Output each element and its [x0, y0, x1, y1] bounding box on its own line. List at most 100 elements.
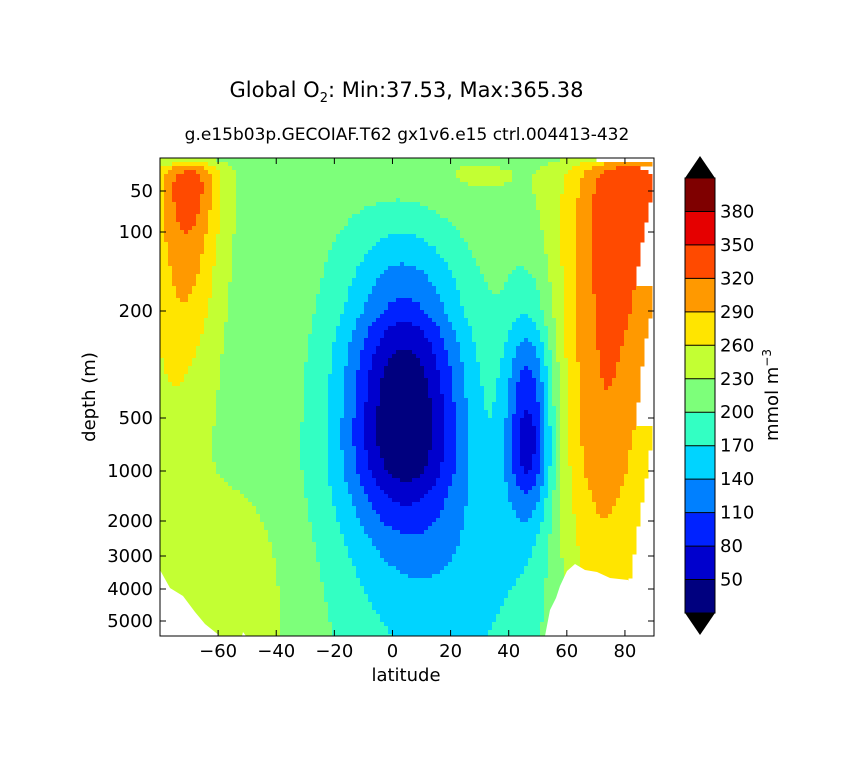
contour-cell [456, 334, 473, 339]
contour-cell [552, 506, 561, 511]
contour-cell [512, 462, 521, 467]
contour-cell [444, 302, 461, 307]
y-tick-label: 4000 [107, 579, 153, 600]
contour-cell [560, 402, 569, 407]
contour-cell [216, 406, 305, 411]
contour-cell [160, 178, 165, 183]
contour-cell [176, 202, 201, 207]
contour-cell [556, 358, 569, 363]
y-tick-label: 2000 [107, 511, 153, 532]
contour-cell [324, 582, 361, 587]
contour-cell [636, 286, 653, 291]
contour-cell [408, 574, 433, 579]
contour-cell [576, 302, 597, 307]
contour-cell [580, 438, 633, 443]
contour-cell [580, 418, 637, 423]
contour-cell [576, 294, 597, 299]
contour-cell [532, 318, 545, 323]
contour-cell [468, 478, 505, 483]
contour-cell [536, 354, 545, 359]
contour-cell [264, 526, 313, 531]
contour-cell [160, 294, 177, 299]
contour-cell [540, 334, 549, 339]
contour-cell [304, 398, 329, 403]
contour-cell [364, 530, 401, 535]
contour-cell [344, 374, 357, 379]
contour-cell [424, 310, 445, 315]
contour-cell [160, 598, 281, 603]
contour-cell [548, 486, 557, 491]
contour-cell [532, 486, 541, 491]
contour-cell [460, 354, 477, 359]
contour-cell [560, 438, 569, 443]
contour-cell [160, 258, 169, 263]
contour-cell [368, 498, 393, 503]
contour-cell [204, 322, 225, 327]
contour-cell [548, 470, 557, 475]
contour-cell [552, 294, 565, 299]
contour-cell [428, 314, 449, 319]
contour-cell [400, 502, 413, 507]
contour-cell [564, 314, 577, 319]
contour-cell [220, 378, 305, 383]
contour-cell [188, 366, 221, 371]
contour-cell [516, 402, 541, 407]
contour-cell [464, 306, 541, 311]
contour-cell [160, 222, 165, 227]
contour-cell [344, 390, 357, 395]
contour-cell [548, 254, 561, 259]
contour-cell [576, 286, 593, 291]
contour-cell [180, 382, 221, 387]
contour-cell [328, 606, 373, 611]
contour-cell [356, 274, 381, 279]
contour-cell [312, 330, 337, 335]
contour-cell [512, 270, 529, 275]
contour-cell [516, 398, 537, 403]
contour-cell [512, 422, 521, 427]
contour-cell [436, 322, 453, 327]
contour-cell [508, 394, 517, 399]
contour-cell [172, 182, 205, 187]
contour-cell [440, 386, 453, 391]
contour-cell [160, 442, 213, 447]
contour-cell [228, 482, 305, 487]
contour-cell [580, 366, 601, 371]
contour-cell [372, 366, 385, 371]
contour-cell [572, 478, 589, 483]
contour-cell [340, 446, 357, 451]
contour-cell [592, 194, 653, 199]
contour-cell [580, 394, 641, 399]
contour-cell [172, 186, 205, 191]
contour-cell [548, 494, 553, 499]
contour-cell [548, 278, 565, 283]
contour-cell [568, 458, 585, 463]
contour-cell [572, 470, 585, 475]
contour-cell [232, 258, 329, 263]
contour-cell [304, 486, 333, 491]
contour-cell [424, 374, 441, 379]
contour-cell [348, 222, 453, 227]
contour-cell [164, 198, 173, 203]
contour-cell [228, 314, 313, 319]
contour-cell [584, 446, 633, 451]
contour-cell [220, 198, 237, 203]
contour-cell [504, 286, 537, 291]
contour-cell [348, 554, 381, 559]
contour-cell [568, 446, 585, 451]
contour-cell [620, 354, 645, 359]
contour-cell [444, 398, 453, 403]
contour-cell [592, 254, 641, 259]
contour-cell [560, 522, 577, 527]
contour-cell [364, 414, 377, 419]
contour-cell [356, 410, 365, 415]
contour-cell [568, 358, 577, 363]
contour-cell [400, 530, 425, 535]
contour-cell [468, 242, 545, 247]
contour-cell [580, 402, 637, 407]
contour-cell [580, 398, 641, 403]
contour-cell [544, 506, 553, 511]
contour-cell [396, 322, 413, 327]
contour-cell [380, 518, 437, 523]
contour-cell [480, 270, 513, 275]
contour-cell [540, 494, 549, 499]
